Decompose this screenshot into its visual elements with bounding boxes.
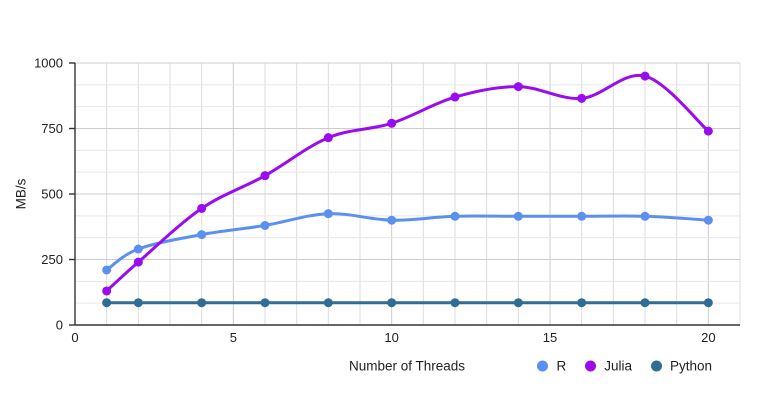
legend-item-julia[interactable]: Julia	[585, 359, 632, 374]
point-julia-x18[interactable]	[640, 71, 650, 81]
legend-label-python: Python	[669, 358, 712, 374]
series-line-r	[105, 212, 710, 272]
point-r-x12[interactable]	[450, 211, 460, 221]
x-axis-title: Number of Threads	[348, 358, 466, 374]
point-julia-x8[interactable]	[323, 133, 333, 143]
legend: R Julia Python	[537, 359, 712, 374]
point-python-x6[interactable]	[260, 298, 270, 308]
point-python-x18[interactable]	[640, 298, 650, 308]
point-julia-x4[interactable]	[197, 203, 207, 213]
point-r-x18[interactable]	[640, 211, 650, 221]
point-python-x8[interactable]	[323, 298, 333, 308]
y-tick-label: 500	[41, 187, 63, 202]
x-tick-label: 10	[384, 330, 398, 345]
legend-label-julia: Julia	[604, 358, 632, 374]
point-r-x14[interactable]	[513, 211, 523, 221]
point-python-x20[interactable]	[703, 298, 713, 308]
point-python-x1[interactable]	[102, 298, 112, 308]
point-r-x6[interactable]	[260, 220, 270, 230]
legend-item-r[interactable]: R	[537, 359, 566, 374]
point-r-x4[interactable]	[197, 230, 207, 240]
point-r-x2[interactable]	[133, 244, 143, 254]
point-julia-x1[interactable]	[102, 286, 112, 296]
x-tick-label: 0	[71, 330, 78, 345]
point-julia-x2[interactable]	[133, 257, 143, 267]
y-tick-label: 1000	[34, 56, 63, 71]
point-python-x4[interactable]	[197, 298, 207, 308]
x-tick-label: 5	[230, 330, 237, 345]
y-tick-label: 750	[41, 121, 63, 136]
point-r-x8[interactable]	[323, 209, 333, 219]
series-line-julia	[105, 73, 710, 293]
legend-label-r: R	[556, 358, 567, 374]
point-r-x20[interactable]	[703, 215, 713, 225]
point-r-x16[interactable]	[577, 211, 587, 221]
point-julia-x12[interactable]	[450, 92, 460, 102]
legend-marker-r-icon	[537, 360, 549, 372]
point-python-x10[interactable]	[387, 298, 397, 308]
point-julia-x20[interactable]	[703, 126, 713, 136]
point-julia-x6[interactable]	[260, 171, 270, 181]
point-python-x2[interactable]	[133, 298, 143, 308]
point-julia-x14[interactable]	[513, 82, 523, 92]
point-julia-x10[interactable]	[387, 118, 397, 128]
legend-item-python[interactable]: Python	[650, 358, 712, 374]
point-python-x12[interactable]	[450, 298, 460, 308]
point-r-x1[interactable]	[102, 265, 112, 275]
point-python-x16[interactable]	[577, 298, 587, 308]
y-tick-label: 250	[41, 252, 63, 267]
y-axis-title: MB/s	[13, 178, 29, 210]
point-julia-x16[interactable]	[577, 93, 587, 103]
point-r-x10[interactable]	[387, 215, 397, 225]
x-tick-label: 20	[701, 330, 715, 345]
point-python-x14[interactable]	[513, 298, 523, 308]
legend-marker-julia-icon	[585, 360, 597, 372]
x-tick-label: 15	[543, 330, 557, 345]
legend-marker-python-icon	[650, 360, 662, 372]
y-tick-label: 0	[56, 318, 63, 333]
